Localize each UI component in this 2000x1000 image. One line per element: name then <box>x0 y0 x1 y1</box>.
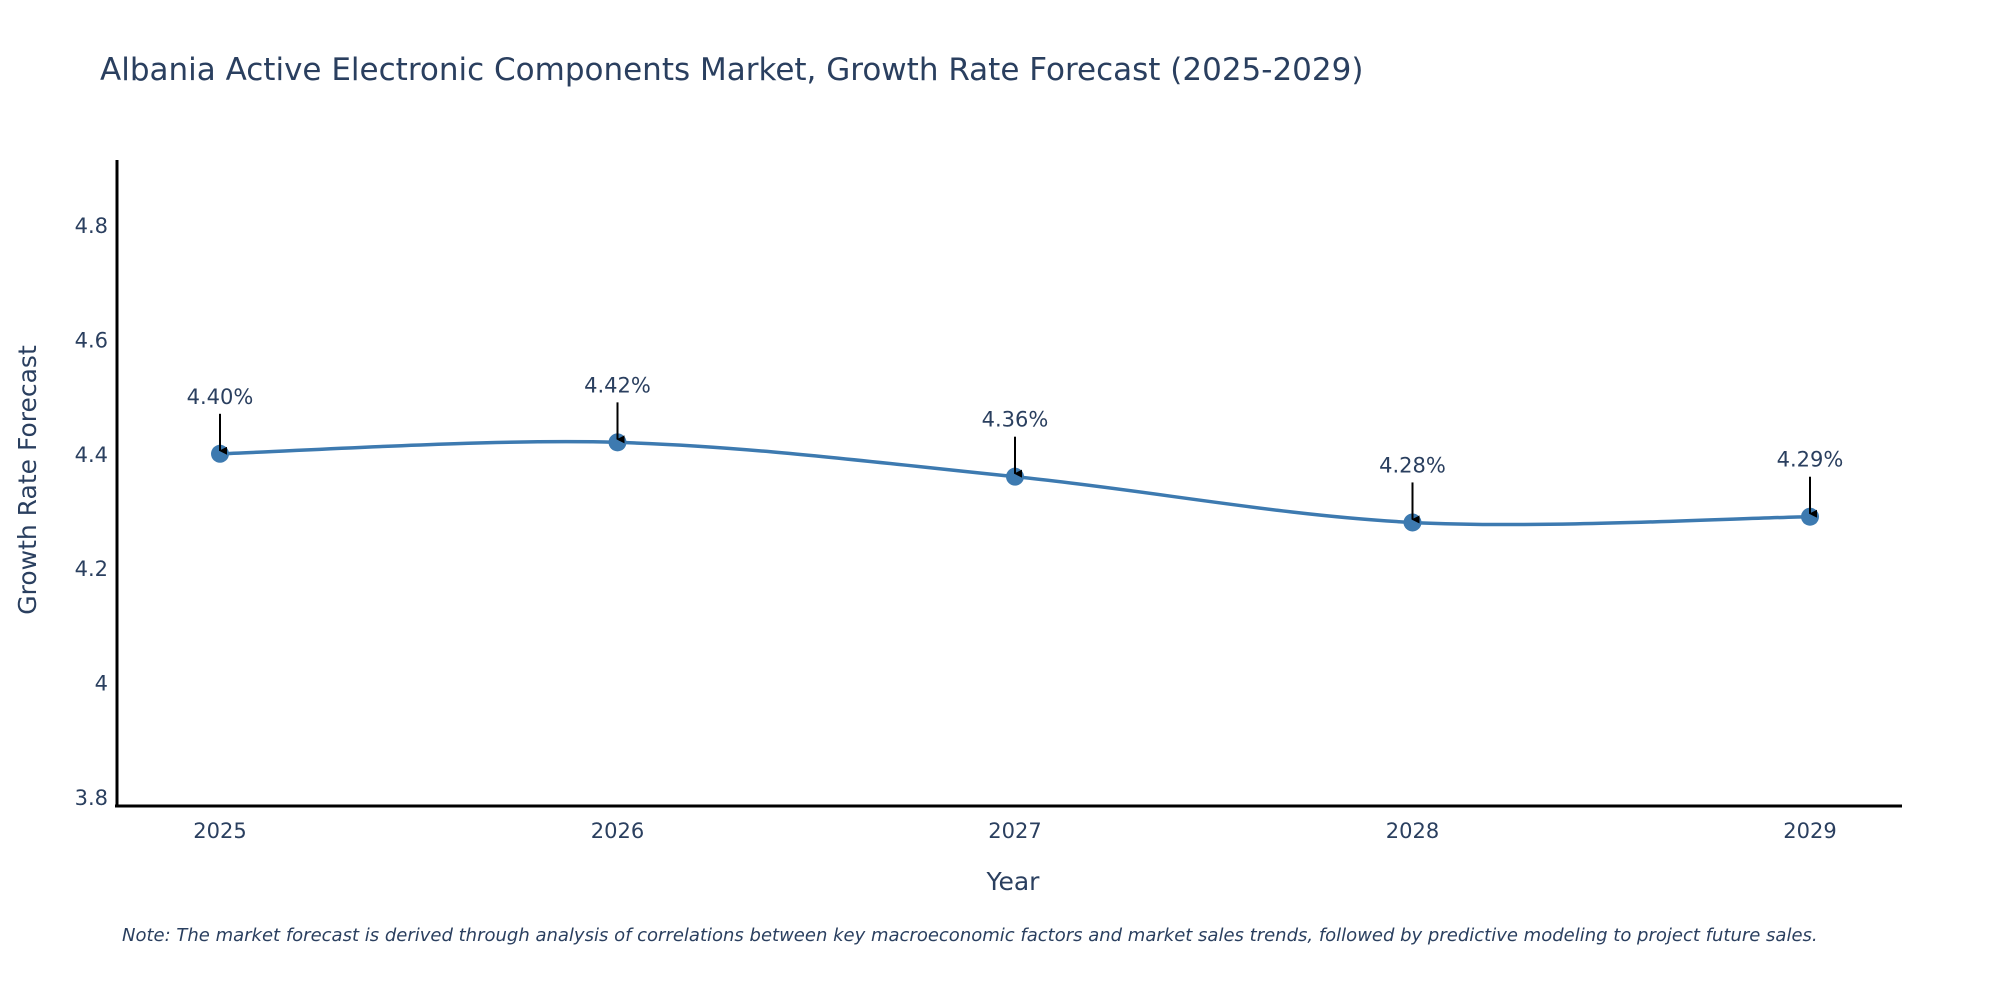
data-label: 4.42% <box>584 373 651 397</box>
y-tick-label: 3.8 <box>75 786 108 810</box>
data-label: 4.29% <box>1777 448 1844 472</box>
y-tick-label: 4.8 <box>75 214 108 238</box>
x-axis-ticks: 2025 2026 2027 2028 2029 <box>193 819 1836 843</box>
chart-title: Albania Active Electronic Components Mar… <box>100 52 1363 88</box>
data-label: 4.40% <box>187 385 254 409</box>
x-tick-label: 2026 <box>591 819 644 843</box>
y-tick-label: 4.2 <box>75 557 108 581</box>
x-tick-label: 2028 <box>1386 819 1439 843</box>
x-axis-title: Year <box>986 867 1041 896</box>
data-label: 4.36% <box>982 408 1049 432</box>
x-tick-label: 2025 <box>193 819 246 843</box>
y-axis-ticks: 3.8 4 4.2 4.4 4.6 4.8 <box>75 214 108 810</box>
y-tick-label: 4.6 <box>75 328 108 352</box>
data-labels: 4.40% 4.42% 4.36% 4.28% 4.29% <box>187 373 1844 524</box>
data-label: 4.28% <box>1379 453 1446 477</box>
y-tick-label: 4 <box>95 672 108 696</box>
x-tick-label: 2027 <box>988 819 1041 843</box>
footnote: Note: The market forecast is derived thr… <box>122 925 1818 946</box>
x-tick-label: 2029 <box>1783 819 1836 843</box>
y-axis-title: Growth Rate Forecast <box>13 345 42 615</box>
y-tick-label: 4.4 <box>75 443 108 467</box>
